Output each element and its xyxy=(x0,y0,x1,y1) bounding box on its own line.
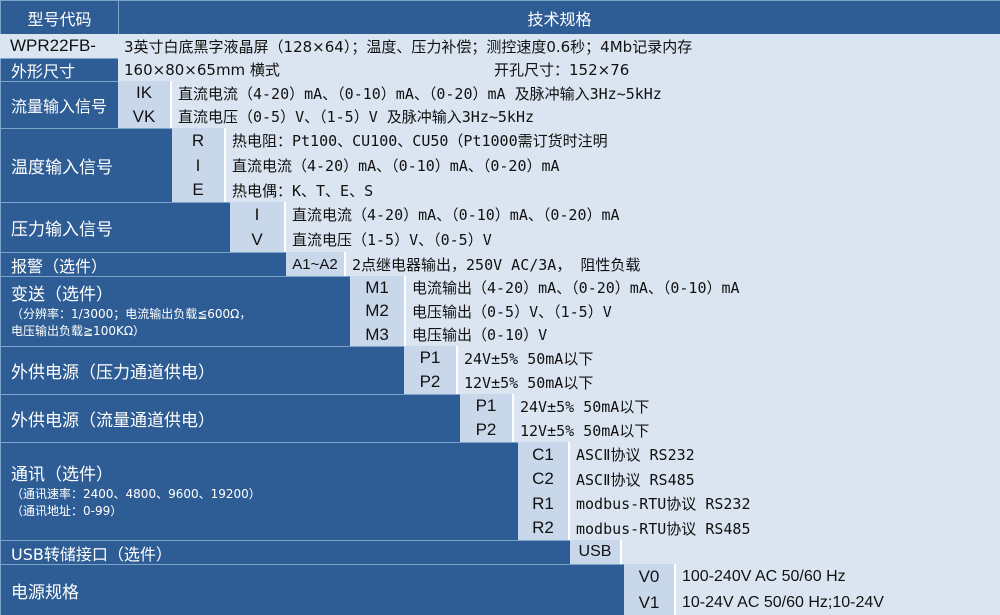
flow-input-desc: 直流电压（0-5）V、（1-5）V 及脉冲输入3Hz~5kHz xyxy=(172,105,1000,128)
transmit-desc: 电压输出（0-5）V、（1-5）V xyxy=(406,299,1000,323)
transmit-code: M1 xyxy=(350,276,406,299)
comm-code: R1 xyxy=(518,491,570,516)
temp-input-code: R xyxy=(172,128,226,153)
comm-desc: ASCⅡ协议 RS485 xyxy=(570,467,1000,491)
flow-input-label: 流量输入信号 xyxy=(0,81,118,128)
alarm-desc: 2点继电器输出，250V AC/3A， 阻性负载 xyxy=(346,252,1000,276)
model-code: WPR22FB- xyxy=(0,34,118,58)
power-flow-code: P1 xyxy=(460,394,514,418)
power-supply-desc: 100-240V AC 50/60 Hz xyxy=(676,564,1000,590)
transmit-desc: 电压输出（0-10）V xyxy=(406,323,1000,346)
tech-spec-header: 技术规格 xyxy=(118,0,1000,34)
temp-input-desc: 直流电流（4-20）mA、（0-10）mA、（0-20）mA xyxy=(226,153,1000,178)
comm-desc: ASCⅡ协议 RS232 xyxy=(570,442,1000,467)
model-description: 3英寸白底黑字液晶屏（128×64）；温度、压力补偿；测控速度0.6秒；4Mb记… xyxy=(118,34,1000,58)
power-supply-code: V1 xyxy=(624,590,676,615)
model-code-header: 型号代码 xyxy=(0,0,118,34)
temp-input-label: 温度输入信号 xyxy=(0,128,172,202)
comm-label-block: 通讯（选件） （通讯速率：2400、4800、9600、19200） （通讯地址… xyxy=(0,442,518,540)
power-pressure-desc: 24V±5% 50mA以下 xyxy=(458,346,1000,370)
usb-code: USB xyxy=(570,540,622,564)
transmit-desc: 电流输出（4-20）mA、（0-20）mA、（0-10）mA xyxy=(406,276,1000,299)
power-supply-label: 电源规格 xyxy=(0,564,624,615)
pressure-input-desc: 直流电流（4-20）mA、（0-10）mA、（0-20）mA xyxy=(286,202,1000,227)
power-flow-desc: 12V±5% 50mA以下 xyxy=(514,418,1000,442)
power-flow-code: P2 xyxy=(460,418,514,442)
transmit-note-load: 电压输出负载≧100KΩ） xyxy=(11,323,145,338)
power-flow-desc: 24V±5% 50mA以下 xyxy=(514,394,1000,418)
transmit-label-block: 变送（选件） （分辨率：1/3000；电流输出负载≦600Ω， 电压输出负载≧1… xyxy=(0,276,350,346)
transmit-note-resolution: （分辨率：1/3000；电流输出负载≦600Ω， xyxy=(11,306,252,321)
comm-code: C1 xyxy=(518,442,570,467)
power-pressure-label: 外供电源（压力通道供电） xyxy=(0,346,404,394)
flow-input-code: IK xyxy=(118,81,172,105)
power-pressure-desc: 12V±5% 50mA以下 xyxy=(458,370,1000,394)
comm-desc: modbus-RTU协议 RS232 xyxy=(570,491,1000,516)
power-flow-label: 外供电源（流量通道供电） xyxy=(0,394,460,442)
pressure-input-code: V xyxy=(230,227,286,252)
pressure-input-desc: 直流电压（1-5）V、（0-5）V xyxy=(286,227,1000,252)
flow-input-code: VK xyxy=(118,105,172,128)
comm-code: C2 xyxy=(518,467,570,491)
power-supply-code: V0 xyxy=(624,564,676,590)
comm-desc: modbus-RTU协议 RS485 xyxy=(570,516,1000,540)
power-pressure-code: P1 xyxy=(404,346,458,370)
transmit-code: M2 xyxy=(350,299,406,323)
transmit-label: 变送（选件） xyxy=(11,284,113,305)
comm-label: 通讯（选件） xyxy=(11,464,113,485)
dimensions-size: 160×80×65mm 横式 xyxy=(118,58,488,81)
temp-input-desc: 热电偶：K、T、E、S xyxy=(226,178,1000,202)
transmit-code: M3 xyxy=(350,323,406,346)
comm-note-baud: （通讯速率：2400、4800、9600、19200） xyxy=(11,486,261,501)
comm-note-address: （通讯地址：0-99） xyxy=(11,503,123,518)
usb-label: USB转储接口（选件） xyxy=(0,540,570,564)
pressure-input-label: 压力输入信号 xyxy=(0,202,230,252)
alarm-code: A1~A2 xyxy=(286,252,346,276)
temp-input-code: E xyxy=(172,178,226,202)
alarm-label: 报警（选件） xyxy=(0,252,286,276)
flow-input-desc: 直流电流（4-20）mA、（0-10）mA、（0-20）mA 及脉冲输入3Hz~… xyxy=(172,81,1000,105)
temp-input-desc: 热电阻：Pt100、CU100、CU50（Pt1000需订货时注明 xyxy=(226,128,1000,153)
power-supply-desc: 10-24V AC 50/60 Hz;10-24V xyxy=(676,590,1000,615)
comm-code: R2 xyxy=(518,516,570,540)
dimensions-cutout: 开孔尺寸：152×76 xyxy=(488,58,1000,81)
power-pressure-code: P2 xyxy=(404,370,458,394)
usb-desc-empty xyxy=(622,540,1000,564)
pressure-input-code: I xyxy=(230,202,286,227)
dimensions-label: 外形尺寸 xyxy=(0,58,118,81)
temp-input-code: I xyxy=(172,153,226,178)
